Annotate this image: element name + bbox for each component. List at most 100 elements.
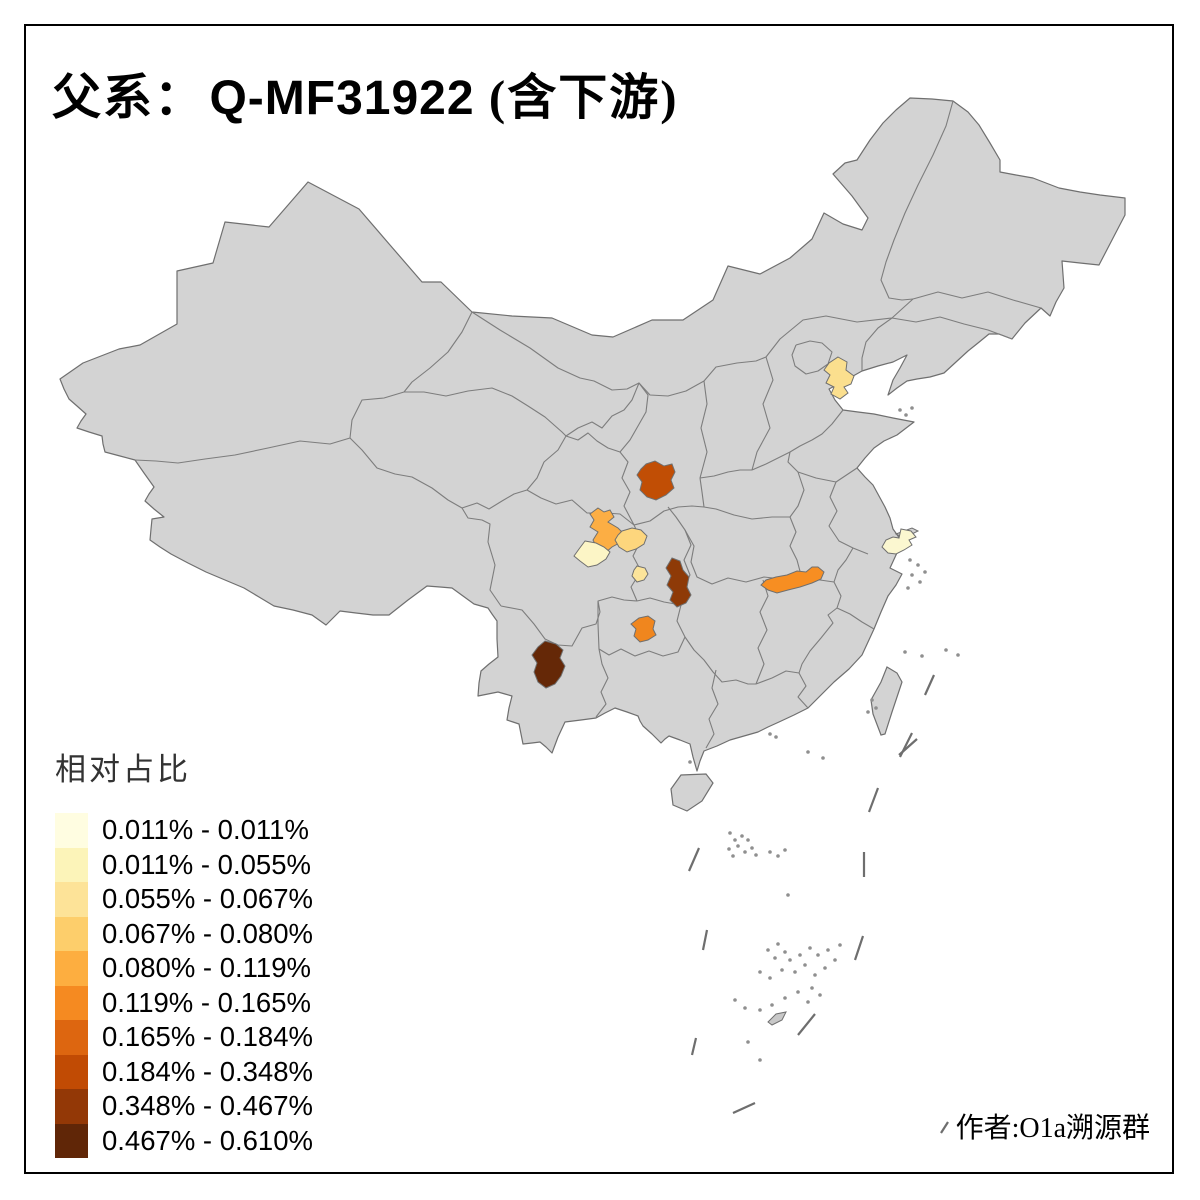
legend-swatch: [55, 1054, 88, 1089]
legend-item: 0.165% - 0.184%: [55, 1020, 313, 1055]
island-speck: [740, 834, 744, 838]
island-speck: [758, 970, 762, 974]
island-speck: [898, 408, 902, 412]
island-speck: [773, 956, 777, 960]
island-speck: [818, 993, 822, 997]
taiwan-island: [870, 666, 903, 736]
island-speck: [768, 732, 772, 736]
legend: 相对占比 0.011% - 0.011% 0.011% - 0.055% 0.055…: [55, 744, 313, 1158]
province-borders: [134, 100, 1042, 749]
plot-title: 父系： Q-MF31922 (含下游): [52, 58, 679, 129]
island-speck: [823, 966, 827, 970]
island-speck: [768, 976, 772, 980]
island-speck: [908, 558, 912, 562]
island-speck: [754, 853, 758, 857]
legend-swatch: [55, 951, 88, 986]
island-speck: [910, 406, 914, 410]
island-speck: [746, 1040, 750, 1044]
island-speck: [746, 838, 750, 842]
island-speck: [743, 850, 747, 854]
island-speck: [816, 953, 820, 957]
map-region-chongqing-area: [665, 557, 692, 608]
legend-range-label: 0.055% - 0.067%: [102, 883, 313, 915]
island-speck: [766, 948, 770, 952]
legend-range-label: 0.011% - 0.055%: [102, 848, 311, 880]
island-speck: [793, 970, 797, 974]
island-speck: [783, 996, 787, 1000]
sea-islands: [688, 406, 960, 1062]
island-speck: [750, 846, 754, 850]
island-speck: [874, 706, 878, 710]
island-speck: [944, 648, 948, 652]
island-speck: [806, 750, 810, 754]
reef-islet: [767, 1011, 787, 1026]
map-region-tianjin-area: [823, 356, 855, 400]
island-speck: [728, 831, 732, 835]
island-speck: [768, 850, 772, 854]
hainan-island: [670, 773, 714, 812]
island-speck: [770, 1003, 774, 1007]
title-prefix: 父系：: [52, 70, 206, 125]
legend-rows: 0.011% - 0.011% 0.011% - 0.055% 0.055% - 0…: [55, 813, 313, 1158]
legend-swatch: [55, 1089, 88, 1124]
island-speck: [788, 958, 792, 962]
island-speck: [743, 1006, 747, 1010]
legend-swatch: [55, 916, 88, 951]
island-speck: [838, 943, 842, 947]
map-region-east-gansu-area: [636, 460, 676, 501]
legend-range-label: 0.348% - 0.467%: [102, 1090, 313, 1122]
map-region-north-sichuan-area: [614, 527, 648, 553]
legend-range-label: 0.184% - 0.348%: [102, 1055, 313, 1087]
legend-swatch: [55, 1020, 88, 1055]
island-speck: [688, 760, 692, 764]
island-speck: [826, 948, 830, 952]
legend-item: 0.011% - 0.055%: [55, 847, 313, 882]
legend-item: 0.119% - 0.165%: [55, 985, 313, 1020]
island-speck: [798, 953, 802, 957]
china-mainland-outline: [59, 97, 1126, 772]
legend-item: 0.011% - 0.011%: [55, 813, 313, 848]
legend-swatch: [55, 985, 88, 1020]
legend-item: 0.067% - 0.080%: [55, 916, 313, 951]
island-speck: [910, 573, 914, 577]
island-speck: [903, 650, 907, 654]
island-speck: [808, 946, 812, 950]
island-speck: [870, 698, 874, 702]
map-region-north-hunan-area: [760, 566, 825, 594]
island-speck: [786, 893, 790, 897]
island-speck: [866, 710, 870, 714]
legend-range-label: 0.011% - 0.011%: [102, 814, 309, 846]
island-speck: [727, 847, 731, 851]
legend-title: 相对占比: [55, 752, 191, 787]
legend-range-label: 0.119% - 0.165%: [102, 986, 311, 1018]
map-region-guizhou-area: [630, 615, 657, 643]
legend-item: 0.184% - 0.348%: [55, 1054, 313, 1089]
island-speck: [956, 653, 960, 657]
island-speck: [783, 848, 787, 852]
legend-item: 0.055% - 0.067%: [55, 882, 313, 917]
island-speck: [916, 563, 920, 567]
author-credit: 作者:O1a溯源群: [955, 1113, 1150, 1144]
island-speck: [796, 990, 800, 994]
legend-item: 0.080% - 0.119%: [55, 951, 313, 986]
sea-dash-lines: [687, 674, 949, 1134]
map-region-south-jiangsu-area: [881, 528, 917, 555]
island-speck: [821, 756, 825, 760]
island-speck: [833, 958, 837, 962]
island-speck: [813, 973, 817, 977]
map-region-central-sichuan-area: [631, 565, 649, 583]
title-suffix: (含下游): [488, 70, 679, 125]
legend-swatch: [55, 1123, 88, 1158]
island-speck: [733, 998, 737, 1002]
legend-range-label: 0.080% - 0.119%: [102, 952, 311, 984]
legend-range-label: 0.165% - 0.184%: [102, 1021, 313, 1053]
legend-range-label: 0.067% - 0.080%: [102, 917, 313, 949]
island-speck: [904, 413, 908, 417]
island-speck: [920, 654, 924, 658]
legend-item: 0.467% - 0.610%: [55, 1123, 313, 1158]
map-region-west-sichuan-area: [573, 540, 611, 568]
island-speck: [918, 580, 922, 584]
island-speck: [806, 1000, 810, 1004]
legend-swatch: [55, 882, 88, 917]
